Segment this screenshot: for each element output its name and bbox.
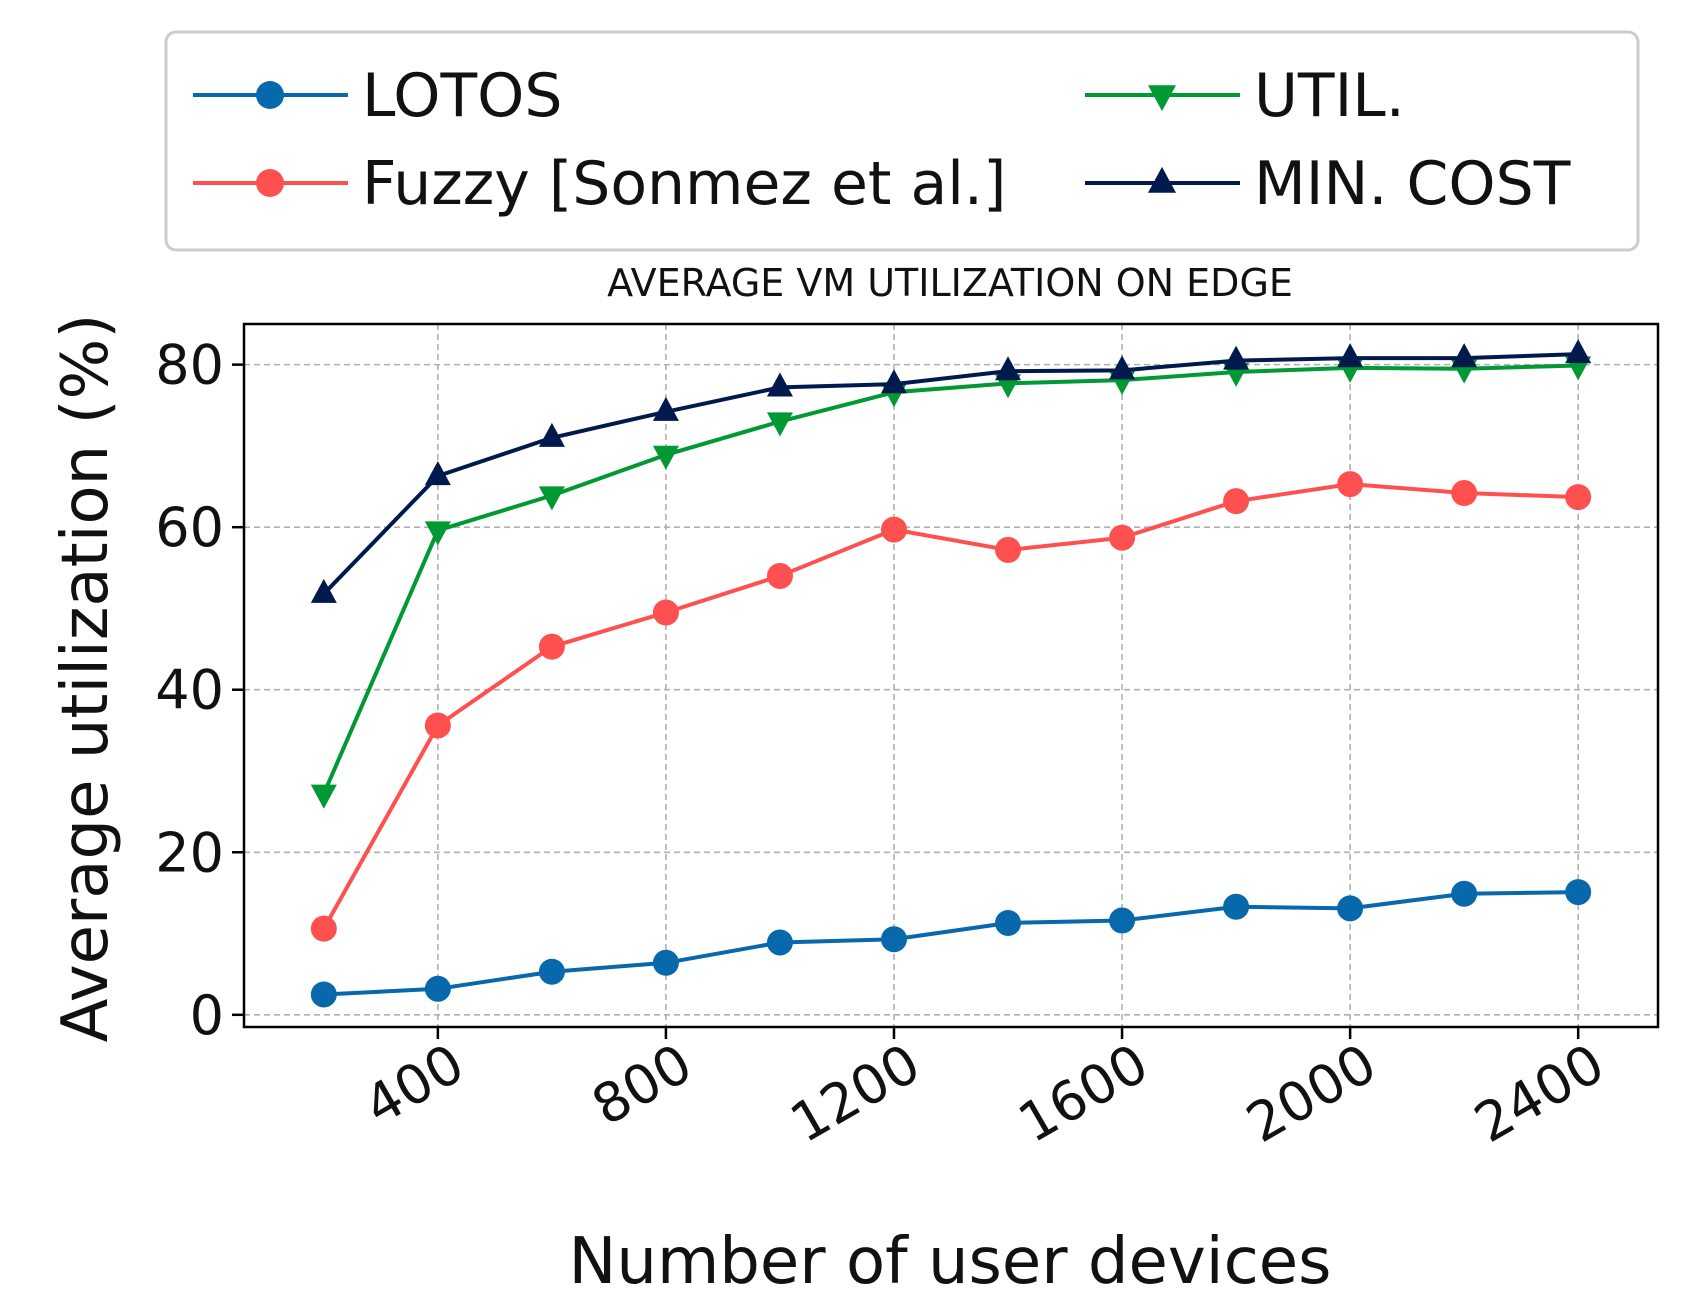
legend-frame [164,30,1640,252]
x-tick-label: 1600 [1008,1032,1159,1155]
x-tick-label: 800 [582,1032,703,1138]
data-point [1565,339,1592,364]
data-point [310,784,337,809]
legend-label: UTIL. [1254,61,1405,131]
data-point [995,909,1022,936]
series [310,339,1592,1008]
legend-label: MIN. COST [1254,149,1571,219]
series-2 [310,356,1592,809]
data-point [1337,343,1364,368]
series-0 [310,879,1592,1008]
data-point [1337,471,1364,498]
data-point [652,599,679,626]
legend-swatch-marker [1148,85,1176,112]
series-3 [310,339,1592,603]
data-point [538,422,565,447]
data-point [1565,484,1592,511]
data-point [766,372,793,397]
data-point [1565,879,1592,906]
series-line [323,890,1579,997]
data-point [1223,345,1250,370]
series-1 [310,471,1592,942]
chart-title: AVERAGE VM UTILIZATION ON EDGE [607,261,1293,305]
data-point [538,486,565,511]
data-point [538,958,565,985]
y-tick-label: 60 [155,496,224,559]
data-point [652,949,679,976]
legend-swatch-marker [1148,166,1176,193]
y-axis-title: Average utilization (%) [49,314,123,1043]
data-point [1223,893,1250,920]
data-point [1223,488,1250,515]
data-point [880,369,907,394]
legend: LOTOS Fuzzy [Sonmez et al.] UTIL. MIN. COST [164,30,1640,252]
x-axis-title: Number of user devices [569,1225,1332,1299]
data-point [995,374,1022,399]
data-point [1109,355,1136,380]
data-point [424,521,451,546]
axis-ticks: 400 800 1200 1600 2000 2400 0 20 40 60 80 [155,334,1614,1155]
plot-frame [242,322,1660,1029]
data-point [538,633,565,660]
data-point [424,461,451,486]
data-point [652,445,679,470]
data-point [766,929,793,956]
data-point [1109,907,1136,934]
data-point [1337,895,1364,922]
x-tick-label: 1200 [780,1032,931,1155]
legend-swatch-marker [256,81,284,109]
data-point [1451,880,1478,907]
y-tick-label: 0 [190,984,224,1047]
data-point [652,396,679,421]
data-point [995,536,1022,563]
legend-swatch-marker [256,169,284,197]
data-point [1451,480,1478,507]
data-point [1451,343,1478,368]
legend-entry: Fuzzy [Sonmez et al.] [193,149,1006,219]
x-tick-label: 2000 [1236,1032,1387,1155]
series-line [322,352,1579,596]
data-point [424,975,451,1002]
y-tick-label: 40 [155,659,224,722]
data-point [766,412,793,437]
legend-entry: LOTOS [193,61,562,131]
data-point [310,578,337,603]
data-point [310,981,337,1008]
series-line [321,363,1579,795]
y-tick-label: 80 [155,334,224,397]
series-line [322,482,1579,930]
legend-entry: UTIL. [1085,61,1405,131]
data-point [880,926,907,953]
y-tick-label: 20 [155,821,224,884]
x-tick-label: 2400 [1464,1032,1615,1155]
data-point [1109,524,1136,551]
legend-label: LOTOS [362,61,562,131]
grid [244,324,1658,1027]
x-tick-label: 400 [354,1032,475,1138]
data-point [424,712,451,739]
data-point [766,562,793,589]
legend-label: Fuzzy [Sonmez et al.] [362,149,1006,219]
data-point [880,516,907,543]
legend-entry: MIN. COST [1085,149,1571,219]
data-point [310,915,337,942]
data-point [995,356,1022,381]
